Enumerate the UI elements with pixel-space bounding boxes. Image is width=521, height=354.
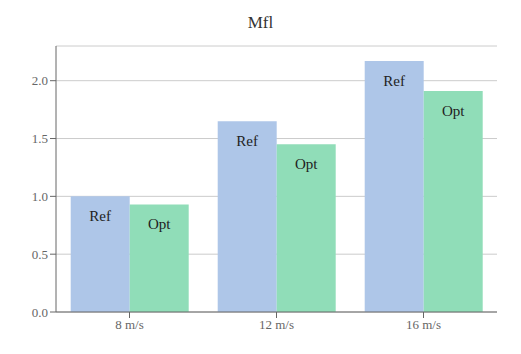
svg-text:0.0: 0.0 (32, 305, 48, 320)
svg-text:12 m/s: 12 m/s (259, 317, 294, 332)
svg-text:16 m/s: 16 m/s (406, 317, 441, 332)
svg-text:0.5: 0.5 (32, 247, 48, 262)
svg-text:1.0: 1.0 (32, 189, 48, 204)
svg-text:Ref: Ref (236, 133, 258, 149)
svg-text:2.0: 2.0 (32, 73, 48, 88)
svg-text:8 m/s: 8 m/s (115, 317, 144, 332)
svg-text:1.5: 1.5 (32, 131, 48, 146)
svg-text:Opt: Opt (442, 103, 465, 119)
svg-text:Opt: Opt (148, 216, 171, 232)
svg-text:Ref: Ref (89, 208, 111, 224)
svg-text:Opt: Opt (295, 156, 318, 172)
html-text:Mfl: Mfl (247, 13, 274, 32)
svg-text:Ref: Ref (383, 73, 405, 89)
